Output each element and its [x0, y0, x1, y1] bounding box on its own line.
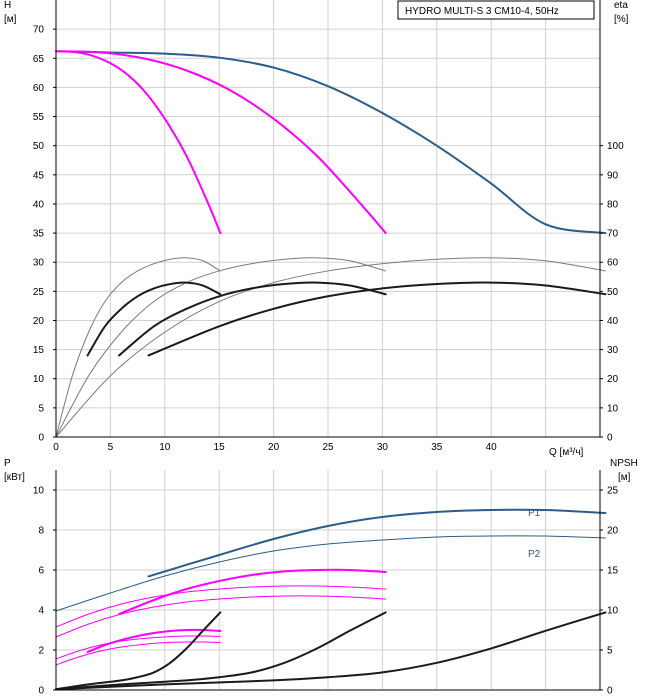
top-series-line-3: [55, 257, 606, 438]
top-y-tick-label: 45: [33, 170, 45, 181]
top-y2-tick-label: 10: [607, 403, 619, 414]
top-axes: [53, 0, 603, 438]
top-y2-tick-label: 100: [607, 141, 624, 152]
top-grid: [56, 0, 600, 437]
top-y2-tick-label: 70: [607, 229, 619, 240]
top-y2-tick-label: 60: [607, 258, 619, 269]
top-series-line-1: [55, 50, 387, 235]
top-x-tick-label: 40: [486, 442, 498, 453]
bottom-series-line-2: [118, 568, 387, 615]
bottom-series-line-1: [55, 535, 606, 612]
top-x-tick-label: 35: [431, 442, 443, 453]
bottom-y-axis-unit: [кВт]: [4, 472, 25, 483]
bottom-curves: [55, 508, 607, 691]
top-y-tick-label: 40: [33, 199, 45, 210]
top-series-line-7: [118, 281, 387, 357]
bottom-series-line-7: [55, 641, 221, 666]
bottom-series-line-9: [55, 611, 387, 691]
top-curves: [55, 50, 607, 438]
top-series-line-4: [55, 257, 387, 438]
top-x-tick-label: 5: [108, 442, 114, 453]
top-y-tick-label: 0: [38, 433, 44, 444]
top-y-axis-label: H: [4, 0, 11, 11]
chart-title: HYDRO MULTI-S 3 CM10-4, 50Hz: [405, 6, 559, 17]
bottom-y2-tick-label: 0: [607, 686, 613, 697]
top-y2-tick-label: 30: [607, 345, 619, 356]
bottom-tick-labels: 0 2 4 6 8 10 0 5 10 15 20 25: [33, 486, 619, 697]
top-y-tick-label: 30: [33, 258, 45, 269]
bottom-series-line-0: [147, 508, 607, 578]
top-y-tick-label: 5: [38, 403, 44, 414]
top-series-line-6: [147, 281, 607, 357]
top-y2-tick-label: 40: [607, 316, 619, 327]
top-y-tick-label: 10: [33, 374, 45, 385]
bottom-series-line-3: [55, 585, 387, 628]
bottom-y-tick-label: 2: [38, 646, 44, 657]
top-y2-tick-label: 80: [607, 199, 619, 210]
top-y-tick-label: 50: [33, 141, 45, 152]
bottom-series-line-10: [55, 611, 222, 691]
top-series-line-5: [55, 257, 221, 438]
bottom-y-tick-label: 8: [38, 526, 44, 537]
top-y2-tick-label: 90: [607, 170, 619, 181]
top-series-line-8: [86, 281, 222, 357]
top-y-tick-label: 55: [33, 112, 45, 123]
bottom-axes: [53, 470, 603, 691]
bottom-y-tick-label: 10: [33, 486, 45, 497]
top-x-tick-label: 30: [377, 442, 389, 453]
top-x-tick-label: 15: [214, 442, 226, 453]
bottom-series-line-6: [55, 635, 221, 660]
top-x-tick-label: 25: [322, 442, 334, 453]
bottom-y-tick-label: 0: [38, 686, 44, 697]
top-tick-labels: 0510152025303540455055606570010203040506…: [33, 25, 624, 453]
top-y2-axis-unit: [%]: [614, 14, 629, 25]
top-y-tick-label: 25: [33, 287, 45, 298]
bottom-y2-axis-unit: [м]: [618, 472, 631, 483]
chart-title-box: [397, 0, 595, 20]
top-x-axis-label: Q [м³/ч]: [549, 447, 584, 458]
bottom-y2-tick-label: 20: [607, 526, 619, 537]
top-x-tick-label: 0: [53, 442, 59, 453]
top-y-tick-label: 70: [33, 25, 45, 36]
bottom-y2-axis-label: NPSH: [610, 458, 638, 469]
top-y-axis-unit: [м]: [4, 14, 17, 25]
top-x-tick-label: 20: [268, 442, 280, 453]
bottom-y-tick-label: 4: [38, 606, 44, 617]
top-y-tick-label: 65: [33, 54, 45, 65]
bottom-y-tick-label: 6: [38, 566, 44, 577]
top-series-line-2: [55, 50, 222, 235]
top-y2-tick-label: 0: [607, 433, 613, 444]
top-y2-tick-label: 50: [607, 287, 619, 298]
top-y-tick-label: 60: [33, 83, 45, 94]
series-label-p1: P1: [528, 508, 541, 519]
series-label-p2: P2: [528, 549, 541, 560]
top-y2-axis-label: eta: [614, 0, 628, 11]
bottom-y2-tick-label: 10: [607, 606, 619, 617]
top-y2-tick-label: 20: [607, 374, 619, 385]
top-y-tick-label: 35: [33, 229, 45, 240]
top-y-tick-label: 20: [33, 316, 45, 327]
bottom-y-axis-label: P: [4, 458, 11, 469]
bottom-y2-tick-label: 25: [607, 486, 619, 497]
bottom-y2-tick-label: 5: [607, 646, 613, 657]
bottom-y2-tick-label: 15: [607, 566, 619, 577]
top-y-tick-label: 15: [33, 345, 45, 356]
top-series-line-0: [55, 50, 607, 235]
bottom-series-line-8: [55, 611, 607, 691]
top-x-tick-label: 10: [159, 442, 171, 453]
bottom-grid: [56, 470, 600, 690]
bottom-series-line-4: [55, 595, 387, 638]
